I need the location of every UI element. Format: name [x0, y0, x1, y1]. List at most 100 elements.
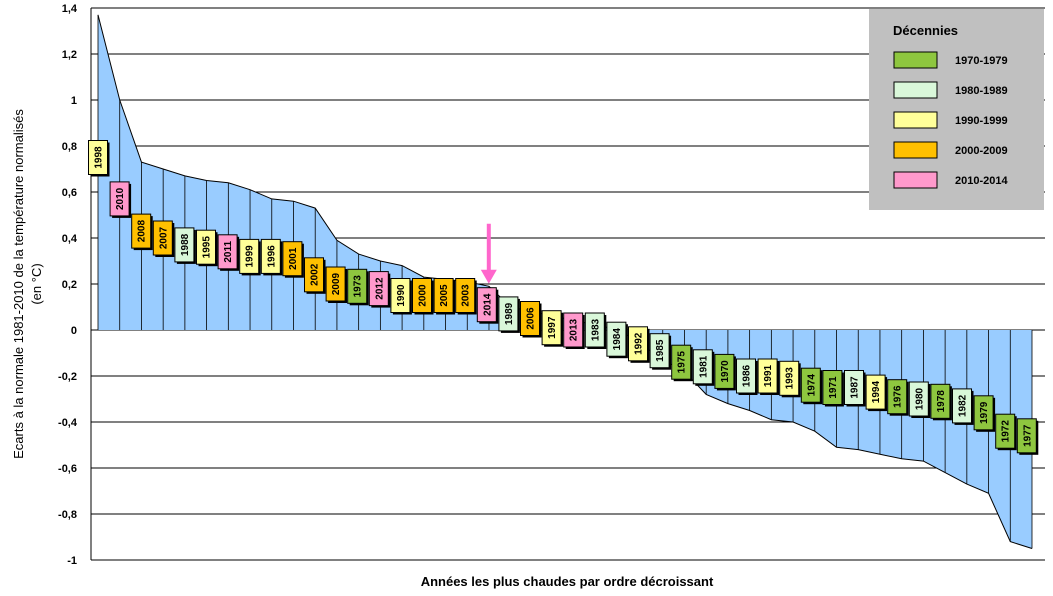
year-label-text: 1978	[936, 390, 947, 413]
year-label-1974: 1974	[801, 368, 822, 404]
year-label-text: 1980	[914, 387, 925, 410]
year-label-text: 1983	[590, 318, 601, 341]
year-label-text: 1999	[245, 245, 256, 268]
year-label-2000: 2000	[413, 279, 434, 315]
year-label-text: 1972	[1001, 420, 1012, 443]
year-label-1975: 1975	[672, 345, 693, 381]
y-tick-label: 1	[71, 95, 77, 107]
year-label-2012: 2012	[369, 272, 390, 308]
legend-label: 2000-2009	[955, 145, 1008, 157]
legend-swatch	[894, 112, 937, 128]
year-label-text: 1975	[677, 351, 688, 374]
year-label-1991: 1991	[758, 359, 779, 395]
year-label-text: 2013	[569, 318, 580, 341]
year-label-2009: 2009	[326, 267, 347, 303]
year-label-text: 1976	[893, 385, 904, 408]
year-label-text: 1986	[742, 364, 753, 387]
year-label-1970: 1970	[715, 354, 736, 390]
year-label-1984: 1984	[607, 322, 628, 358]
year-label-1992: 1992	[629, 327, 650, 363]
year-label-2008: 2008	[132, 214, 153, 250]
year-label-1978: 1978	[931, 384, 952, 420]
year-label-1996: 1996	[261, 239, 282, 275]
year-label-text: 1996	[266, 245, 277, 268]
year-label-1977: 1977	[1017, 419, 1038, 455]
year-label-text: 1998	[94, 146, 105, 169]
legend: Décennies 1970-1979 1980-1989 1990-1999 200…	[869, 9, 1044, 210]
legend-label: 1970-1979	[955, 55, 1008, 67]
year-label-text: 1989	[504, 302, 515, 325]
year-label-1985: 1985	[650, 334, 671, 370]
year-label-1999: 1999	[240, 239, 261, 275]
year-label-1994: 1994	[866, 375, 887, 411]
year-label-1976: 1976	[888, 380, 909, 416]
y-axis-title-line1: Ecarts à la normale 1981-2010 de la temp…	[11, 109, 26, 459]
year-label-text: 2002	[310, 263, 321, 286]
year-label-text: 2012	[374, 277, 385, 300]
year-label-text: 1974	[806, 374, 817, 397]
year-label-text: 1981	[698, 355, 709, 378]
year-label-text: 2003	[461, 284, 472, 307]
legend-title: Décennies	[893, 23, 958, 38]
year-label-text: 2010	[115, 187, 126, 210]
year-label-text: 1970	[720, 360, 731, 383]
legend-swatch	[894, 52, 937, 68]
legend-label: 1990-1999	[955, 115, 1008, 127]
year-label-text: 1992	[634, 332, 645, 355]
year-label-1982: 1982	[953, 389, 974, 425]
year-label-2006: 2006	[521, 302, 542, 338]
y-tick-label: 0,6	[62, 187, 77, 199]
year-label-1973: 1973	[348, 269, 369, 305]
year-label-text: 1994	[871, 381, 882, 404]
year-label-text: 1988	[180, 233, 191, 256]
year-label-text: 1971	[828, 376, 839, 399]
y-tick-label: 0	[71, 325, 77, 337]
legend-swatch	[894, 82, 937, 98]
year-label-text: 1987	[850, 376, 861, 399]
year-label-1981: 1981	[693, 350, 714, 386]
year-label-1998: 1998	[89, 141, 110, 177]
year-label-text: 1977	[1022, 424, 1033, 447]
legend-swatch	[894, 142, 937, 158]
year-label-1971: 1971	[823, 371, 844, 407]
year-label-2010: 2010	[110, 182, 131, 218]
year-label-1997: 1997	[542, 311, 563, 347]
y-axis-ticks: -1 -0,8 -0,6 -0,4 -0,2 0 0,2 0,4 0,6 0,8 1 1,2 1,4	[58, 3, 78, 567]
year-label-1987: 1987	[845, 371, 866, 407]
year-label-2002: 2002	[305, 258, 326, 294]
year-label-2014: 2014	[477, 288, 498, 324]
year-label-2011: 2011	[218, 235, 239, 271]
year-label-1995: 1995	[197, 230, 218, 266]
year-label-text: 2008	[137, 220, 148, 243]
year-label-2007: 2007	[153, 221, 174, 257]
year-label-text: 1997	[547, 316, 558, 339]
year-label-text: 2000	[418, 284, 429, 307]
year-label-text: 2001	[288, 247, 299, 270]
year-label-text: 2007	[158, 226, 169, 249]
legend-label: 1980-1989	[955, 85, 1008, 97]
y-axis-title-line2: (en °C)	[29, 263, 44, 304]
year-label-2013: 2013	[564, 313, 585, 349]
year-label-2003: 2003	[456, 279, 477, 315]
year-label-1986: 1986	[737, 359, 758, 395]
y-tick-label: -0,6	[58, 463, 77, 475]
y-tick-label: 0,4	[62, 233, 78, 245]
y-tick-label: 0,8	[62, 141, 77, 153]
legend-swatch	[894, 172, 937, 188]
year-label-1993: 1993	[780, 361, 801, 397]
y-tick-label: 1,4	[62, 3, 78, 15]
year-label-text: 1995	[202, 236, 213, 259]
year-label-text: 1979	[979, 401, 990, 424]
y-tick-label: -0,8	[58, 509, 77, 521]
year-label-text: 1993	[785, 367, 796, 390]
y-tick-label: -0,4	[58, 417, 78, 429]
year-label-1983: 1983	[585, 313, 606, 349]
year-label-2001: 2001	[283, 242, 304, 278]
year-label-text: 2014	[482, 293, 493, 316]
year-label-1989: 1989	[499, 297, 520, 333]
year-label-text: 2005	[439, 284, 450, 307]
year-label-text: 1982	[958, 394, 969, 417]
year-label-text: 1973	[353, 275, 364, 298]
year-label-text: 2006	[526, 307, 537, 330]
